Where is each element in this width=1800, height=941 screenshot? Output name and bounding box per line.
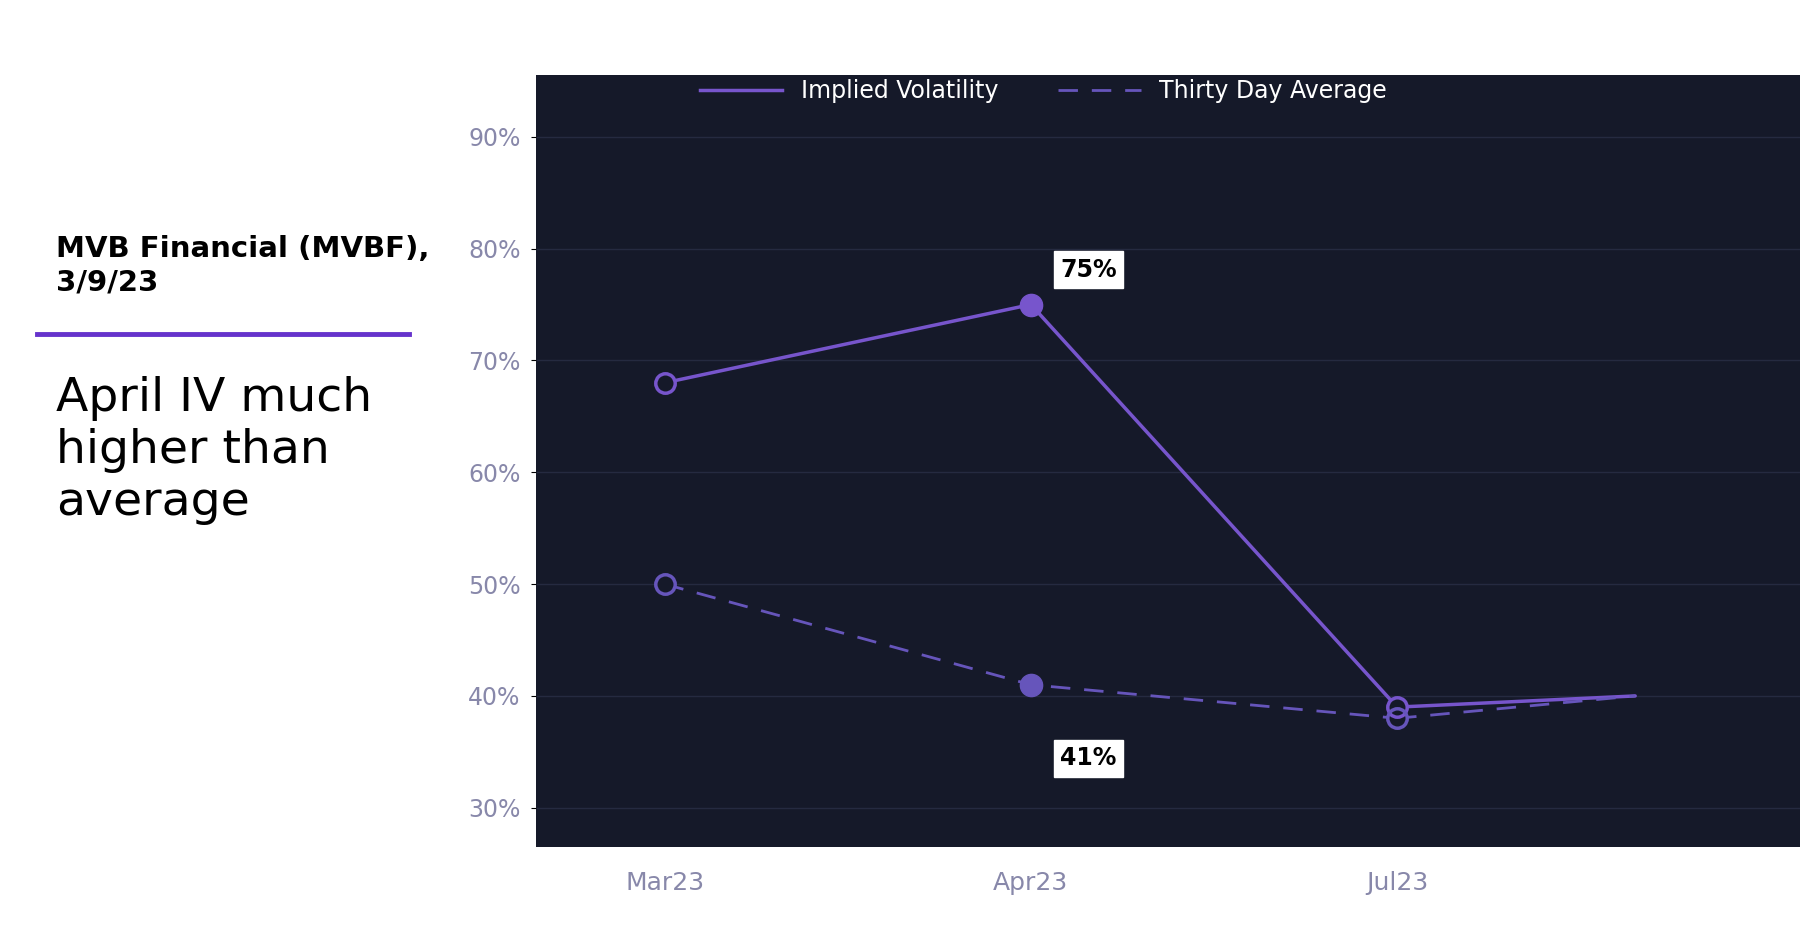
- Text: MVB Financial (MVBF),
3/9/23: MVB Financial (MVBF), 3/9/23: [56, 235, 428, 296]
- Text: 75%: 75%: [1060, 258, 1116, 281]
- Legend: Implied Volatility, Thirty Day Average: Implied Volatility, Thirty Day Average: [700, 79, 1388, 104]
- Text: April IV much
higher than
average: April IV much higher than average: [56, 376, 373, 525]
- Text: 41%: 41%: [1060, 746, 1116, 771]
